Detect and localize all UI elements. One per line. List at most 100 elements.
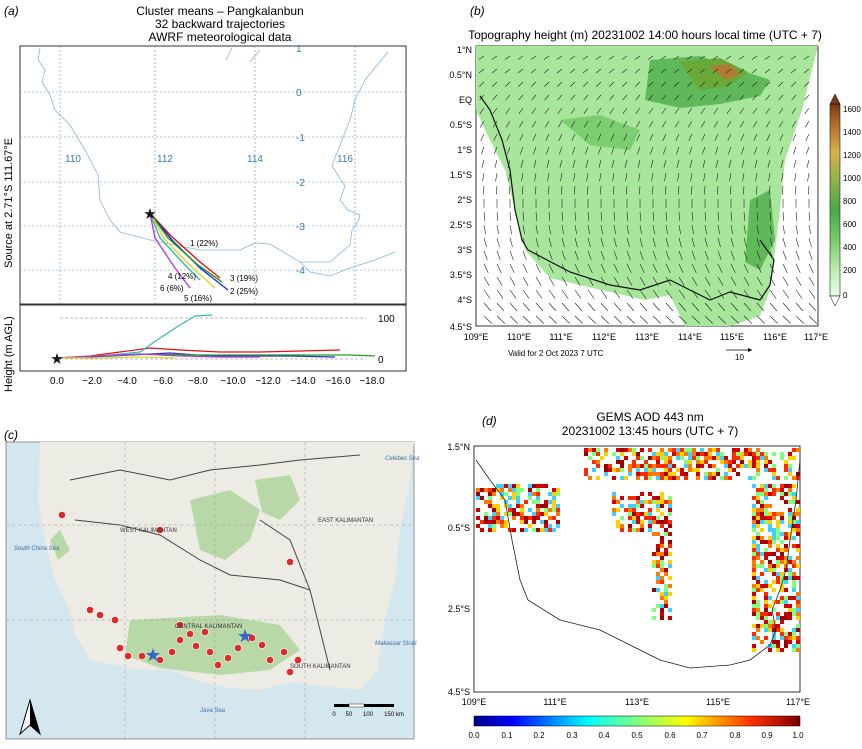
wind-arrow <box>808 289 816 299</box>
wind-arrow <box>559 146 563 155</box>
aod-cell <box>692 456 696 460</box>
aod-cell <box>792 520 796 524</box>
aod-cell <box>760 512 764 516</box>
wind-arrow <box>508 185 511 195</box>
lat-label: 3°S <box>457 245 472 255</box>
aod-cell <box>500 516 504 520</box>
wind-arrow <box>546 146 550 155</box>
aod-cell <box>660 492 664 496</box>
wind-arrow <box>676 159 680 168</box>
wind-arrow <box>587 250 592 261</box>
aod-cell <box>652 500 656 504</box>
wind-arrow <box>791 81 797 87</box>
aod-cell <box>752 568 756 572</box>
aod-cell <box>784 644 788 648</box>
aod-cell <box>796 448 800 452</box>
aod-cell <box>756 512 760 516</box>
aod-cell <box>520 488 524 492</box>
aod-cell <box>756 492 760 496</box>
aod-cell <box>716 448 720 452</box>
wind-arrow <box>741 146 745 155</box>
aod-cell <box>792 580 796 584</box>
aod-cell <box>660 580 664 584</box>
aod-cell <box>536 516 540 520</box>
wind-arrow <box>715 146 719 155</box>
wind-arrow <box>728 146 732 155</box>
wind-arrow <box>807 172 810 182</box>
aod-cell <box>608 468 612 472</box>
aod-cell <box>720 460 724 464</box>
aod-cell <box>712 448 716 452</box>
aod-cell <box>704 472 708 476</box>
aod-cell <box>792 500 796 504</box>
aod-cell <box>684 476 688 480</box>
aod-cell <box>788 508 792 512</box>
wind-arrow <box>738 68 745 74</box>
aod-cell <box>780 620 784 624</box>
wind-arrow <box>483 276 490 286</box>
aod-cell <box>516 504 520 508</box>
wind-arrow <box>547 185 550 195</box>
aod-cell <box>512 496 516 500</box>
wind-arrow <box>483 250 488 261</box>
lat-label: -2 <box>296 178 305 189</box>
aod-cell <box>752 596 756 600</box>
wind-arrow <box>739 81 745 87</box>
aod-cell <box>648 492 652 496</box>
wind-arrow <box>673 68 680 74</box>
aod-cell <box>708 464 712 468</box>
aod-cell <box>636 464 640 468</box>
wind-arrow <box>704 302 713 312</box>
wind-arrow <box>535 289 543 299</box>
aod-cell <box>536 496 540 500</box>
aod-cell <box>796 500 800 504</box>
wind-arrow <box>582 68 589 74</box>
aod-cell <box>684 448 688 452</box>
wind-arrow <box>543 55 550 60</box>
aod-cell <box>688 464 692 468</box>
wind-arrow <box>756 289 764 299</box>
wind-arrow <box>727 120 732 128</box>
aod-cell <box>528 484 532 488</box>
aod-cell <box>764 628 768 632</box>
wind-arrow <box>556 68 563 74</box>
wind-arrow <box>587 263 593 274</box>
aod-cell <box>796 556 800 560</box>
aod-cell <box>628 448 632 452</box>
aod-cell <box>668 508 672 512</box>
aod-cell <box>728 468 732 472</box>
panel-d-title-2: 20231002 13:45 hours (UTC + 7) <box>561 424 739 438</box>
aod-cell <box>696 452 700 456</box>
aod-cell <box>776 528 780 532</box>
aod-cell <box>656 532 660 536</box>
height-xtick: 0.0 <box>50 376 64 387</box>
wind-arrow <box>689 159 693 168</box>
aod-cell <box>776 624 780 628</box>
wind-arrow <box>626 224 629 235</box>
aod-cell <box>552 496 556 500</box>
wind-arrow <box>768 185 771 195</box>
aod-cell <box>768 552 772 556</box>
wind-arrow <box>535 211 538 221</box>
aod-cell <box>756 636 760 640</box>
aod-cell <box>512 528 516 532</box>
wind-arrow <box>509 289 517 299</box>
wind-arrow <box>739 94 745 101</box>
aod-cell <box>744 452 748 456</box>
aod-cell <box>772 640 776 644</box>
lat-label: 1.5°N <box>447 442 470 452</box>
aod-cell <box>676 476 680 480</box>
aod-cell <box>788 484 792 488</box>
aod-cell <box>648 468 652 472</box>
aod-cell <box>756 464 760 468</box>
wind-arrow <box>717 224 720 235</box>
aod-cell <box>640 500 644 504</box>
aod-cell <box>528 496 532 500</box>
wind-arrow <box>678 237 682 248</box>
aod-cell <box>696 464 700 468</box>
wind-arrow <box>505 107 511 114</box>
aod-cell <box>764 604 768 608</box>
aod-cell <box>780 520 784 524</box>
aod-cell <box>668 544 672 548</box>
wind-arrow <box>769 276 776 286</box>
